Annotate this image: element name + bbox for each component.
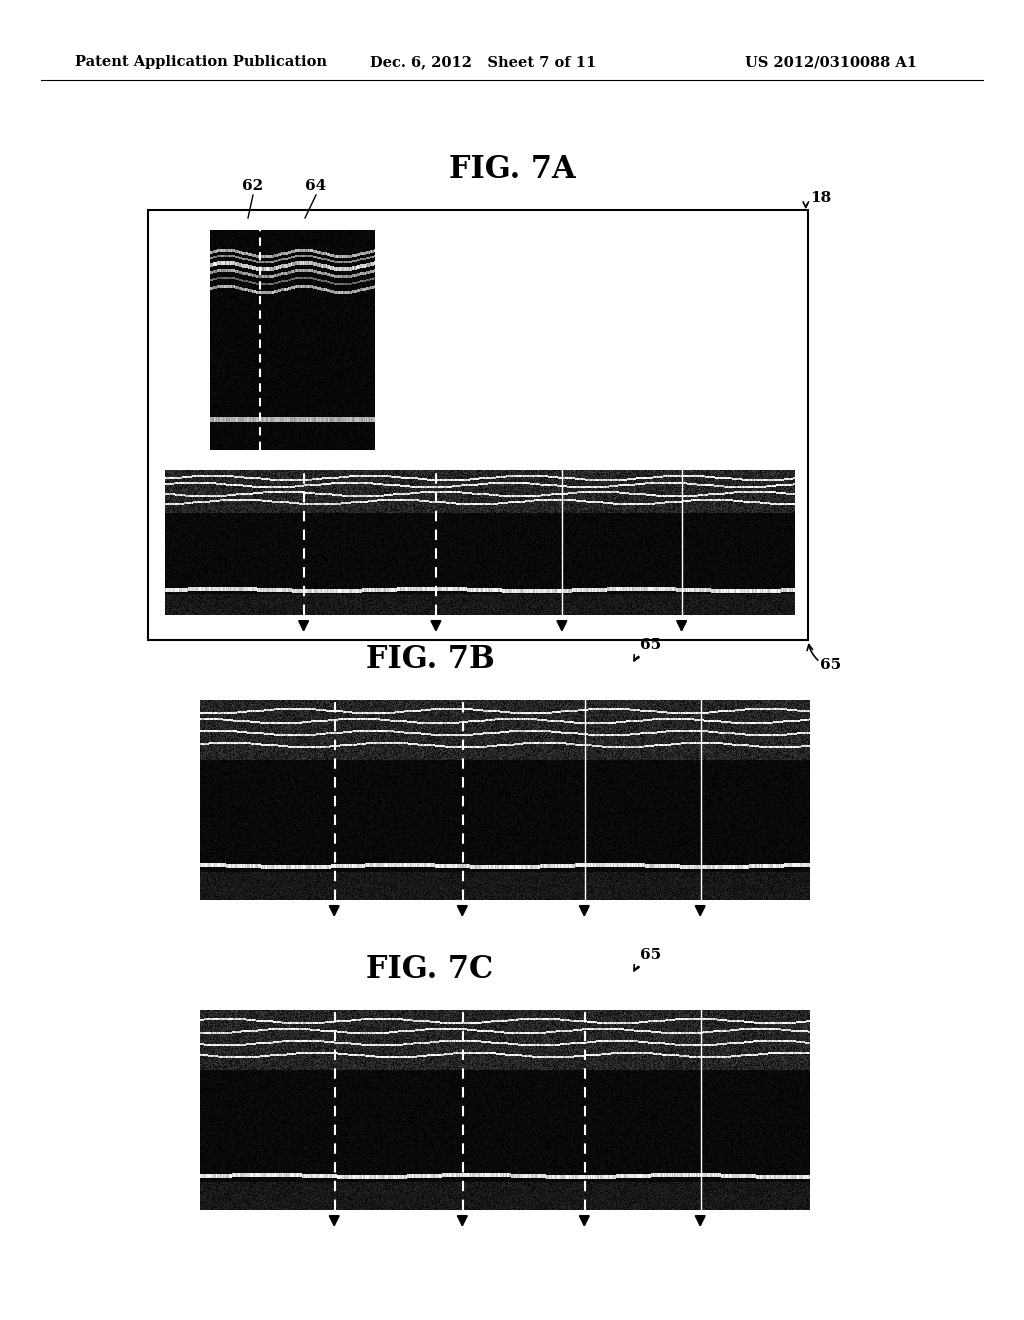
Text: FIG. 7C: FIG. 7C — [367, 954, 494, 986]
Text: Patent Application Publication: Patent Application Publication — [75, 55, 327, 69]
Text: FIG. 7B: FIG. 7B — [366, 644, 495, 676]
Text: Dec. 6, 2012   Sheet 7 of 11: Dec. 6, 2012 Sheet 7 of 11 — [370, 55, 596, 69]
Text: 18: 18 — [810, 191, 831, 205]
Text: 64: 64 — [305, 180, 327, 193]
Text: 65: 65 — [640, 948, 662, 962]
Text: 65: 65 — [640, 638, 662, 652]
Bar — [148, 210, 808, 640]
Text: 65: 65 — [820, 657, 841, 672]
Text: FIG. 7A: FIG. 7A — [449, 154, 575, 186]
Text: 62: 62 — [243, 180, 263, 193]
Text: US 2012/0310088 A1: US 2012/0310088 A1 — [745, 55, 918, 69]
